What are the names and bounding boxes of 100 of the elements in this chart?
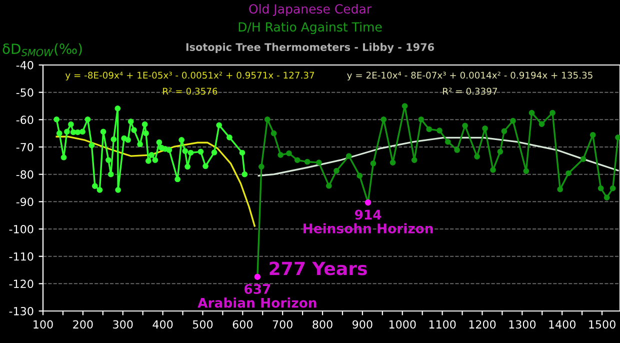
point (286, 150, 292, 156)
point (304, 158, 310, 165)
point (334, 168, 340, 174)
point (174, 176, 180, 182)
point (188, 150, 194, 156)
point (566, 170, 572, 176)
annotation: R² = 0.3576 (163, 88, 218, 95)
point (64, 128, 70, 135)
annotation: y = -8E-09x⁴ + 1E-05x³ - 0.0051x² + 0.9571x - 127.37 (65, 72, 314, 80)
point (270, 130, 277, 136)
point (131, 127, 137, 133)
y-tick-label: -130 (9, 306, 34, 316)
point (418, 116, 424, 122)
point (60, 154, 67, 160)
point (108, 171, 114, 178)
point (426, 126, 432, 132)
point (178, 136, 184, 143)
point (143, 130, 149, 136)
point (96, 186, 103, 193)
chart-title: Old Japanese Cedar (249, 4, 372, 16)
point (380, 116, 387, 122)
point (510, 118, 516, 124)
x-tick-label: 800 (312, 320, 332, 329)
point (148, 152, 155, 158)
point (84, 116, 91, 122)
point (557, 186, 564, 192)
point (239, 150, 246, 156)
x-tick-label: 900 (352, 320, 372, 329)
point (226, 134, 232, 140)
y-tick-label: -120 (9, 280, 34, 288)
point (106, 157, 112, 164)
x-tick-label: 1100 (429, 320, 456, 329)
y-tick-label: -90 (16, 198, 34, 206)
point (137, 141, 143, 148)
point (356, 172, 363, 179)
point (115, 186, 121, 193)
line-series (258, 136, 619, 177)
point (490, 167, 496, 173)
point (497, 148, 504, 155)
point (128, 118, 134, 124)
point (482, 125, 488, 132)
point (146, 158, 152, 164)
point (501, 128, 508, 134)
x-tick-label: 300 (113, 320, 133, 329)
point (346, 153, 352, 159)
point (370, 160, 376, 166)
point (242, 171, 248, 178)
point (390, 160, 396, 166)
point (114, 106, 121, 112)
point (444, 138, 451, 145)
text: Isotopic Tree Thermometers - Libby - 1976 (186, 42, 434, 54)
point (80, 128, 86, 135)
point (474, 154, 480, 160)
y-tick-label: -100 (9, 224, 34, 234)
point (528, 110, 535, 116)
point (615, 134, 620, 140)
point (166, 147, 172, 153)
point (326, 182, 332, 189)
chart-subtitle: D/H Ratio Against Time (238, 22, 382, 34)
y-tick-label: -50 (16, 88, 34, 97)
point (454, 147, 460, 153)
point (184, 164, 190, 170)
point (278, 152, 284, 158)
x-tick-label: 1000 (389, 320, 416, 329)
y-tick-label: -60 (16, 116, 34, 124)
y-tick-label: -70 (16, 142, 34, 152)
point (523, 168, 530, 174)
point (590, 132, 596, 138)
x-tick-label: 400 (152, 320, 173, 329)
point (580, 156, 586, 162)
point (258, 164, 264, 170)
annotation: 914 Heinsohn Horizon (304, 210, 433, 234)
point (610, 185, 616, 192)
x-tick-label: 200 (73, 320, 93, 329)
point (198, 148, 204, 155)
x-tick-label: 100 (34, 320, 53, 329)
y-axis-title: δD$_{SMOW}$(‰) (2, 43, 82, 56)
point (100, 128, 106, 135)
point (92, 183, 98, 190)
point (538, 121, 545, 127)
annotation: R² = 0.3397 (443, 88, 498, 95)
y-tick-label: -80 (16, 170, 34, 179)
point (436, 128, 442, 134)
x-tick-label: 700 (272, 320, 292, 329)
point (110, 136, 117, 142)
point (316, 160, 322, 166)
point (54, 116, 60, 122)
point (264, 116, 270, 122)
x-tick-label: 1400 (549, 320, 576, 329)
point (142, 121, 148, 128)
point (56, 130, 62, 136)
x-tick-label: 600 (232, 320, 253, 329)
point (88, 142, 95, 148)
annotation: 637 Arabian Horizon (198, 284, 316, 308)
point (411, 157, 418, 164)
point (156, 139, 162, 146)
point (182, 148, 188, 154)
annotation: y = 2E-10x⁴ - 8E-07x³ + 0.0014x² - 0.9194x + 135.35 (347, 72, 592, 80)
point (294, 157, 300, 164)
point (216, 122, 222, 128)
